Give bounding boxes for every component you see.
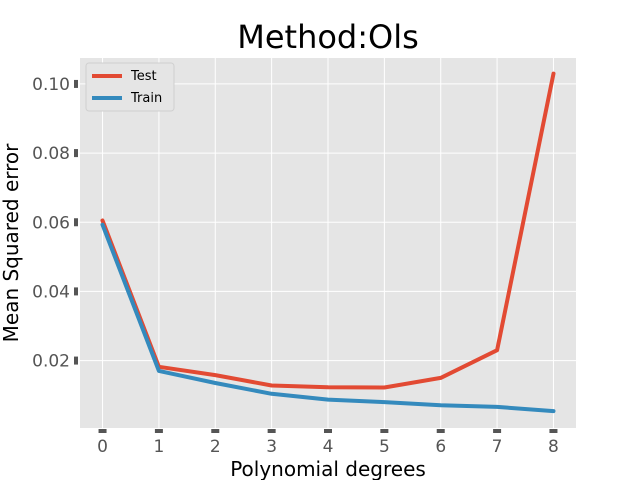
- y-tick-label: 0.10: [32, 75, 70, 95]
- chart-title: Method:Ols: [237, 18, 419, 56]
- x-tick-mark: [493, 429, 501, 433]
- x-tick-label: 1: [153, 437, 164, 457]
- y-tick-mark: [74, 80, 78, 88]
- y-tick-label: 0.06: [32, 213, 70, 233]
- legend: Test Train: [86, 63, 174, 111]
- x-tick-mark: [380, 429, 388, 433]
- y-tick-label: 0.08: [32, 144, 70, 164]
- y-tick-mark: [74, 149, 78, 157]
- y-tick-mark: [74, 218, 78, 226]
- x-axis-label: Polynomial degrees: [230, 457, 426, 480]
- y-axis: 0.02 0.04 0.06 0.08 0.10: [32, 75, 78, 372]
- y-axis-label: Mean Squared error: [0, 143, 23, 343]
- x-tick-mark: [437, 429, 445, 433]
- x-axis: 0 1 2 3 4 5 6 7 8: [97, 429, 559, 457]
- legend-label-train: Train: [130, 91, 162, 106]
- y-tick-label: 0.04: [32, 282, 70, 302]
- x-tick-mark: [549, 429, 557, 433]
- x-tick-label: 3: [266, 437, 277, 457]
- x-tick-mark: [268, 429, 276, 433]
- x-tick-mark: [155, 429, 163, 433]
- x-tick-mark: [211, 429, 219, 433]
- legend-label-test: Test: [130, 69, 157, 84]
- x-tick-label: 8: [548, 437, 559, 457]
- x-tick-label: 6: [435, 437, 446, 457]
- x-tick-label: 4: [323, 437, 334, 457]
- y-tick-mark: [74, 357, 78, 365]
- x-tick-label: 2: [210, 437, 221, 457]
- y-tick-mark: [74, 287, 78, 295]
- x-tick-mark: [324, 429, 332, 433]
- x-tick-label: 5: [379, 437, 390, 457]
- y-tick-label: 0.02: [32, 352, 70, 372]
- x-tick-label: 0: [97, 437, 108, 457]
- x-tick-label: 7: [492, 437, 503, 457]
- x-tick-mark: [99, 429, 107, 433]
